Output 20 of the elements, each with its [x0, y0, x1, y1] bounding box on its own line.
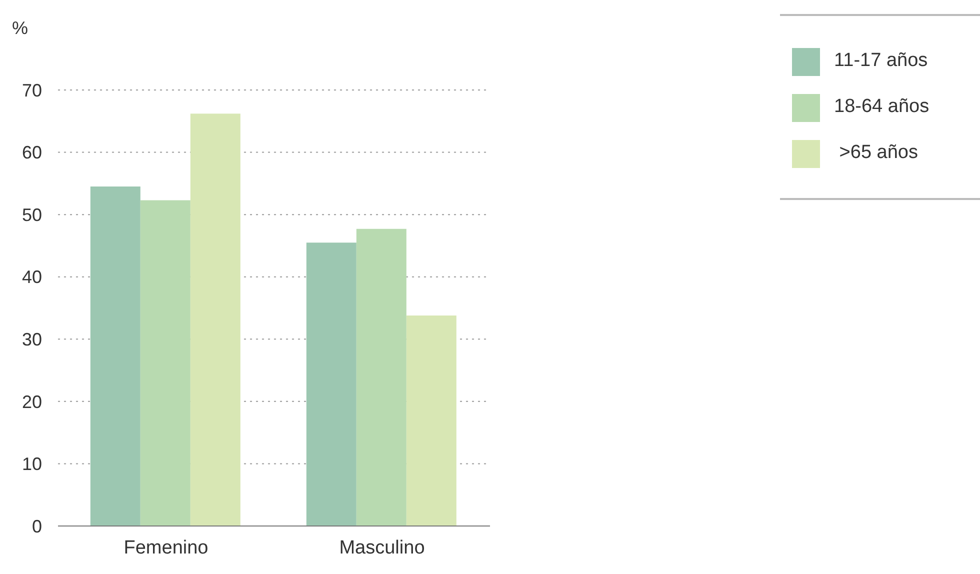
- bar: [190, 114, 240, 526]
- y-tick-label: 20: [22, 392, 42, 412]
- y-tick-label: 10: [22, 454, 42, 474]
- bar: [90, 186, 140, 526]
- bar: [140, 200, 190, 526]
- x-tick-label: Femenino: [124, 537, 208, 558]
- bar: [306, 242, 356, 526]
- y-tick-label: 0: [32, 516, 42, 536]
- y-tick-label: 30: [22, 330, 42, 350]
- legend-label: 11-17 años: [834, 50, 928, 71]
- y-tick-label: 60: [22, 142, 42, 163]
- y-tick-label: 50: [22, 204, 42, 225]
- y-tick-label: 40: [22, 267, 42, 288]
- legend-label: >65 años: [838, 142, 918, 163]
- bar: [406, 315, 456, 526]
- x-tick-label: Masculino: [339, 537, 425, 558]
- legend-label: 18-64 años: [834, 96, 930, 117]
- y-axis-title: %: [12, 18, 28, 39]
- bar: [356, 228, 406, 526]
- y-tick-label: 70: [22, 80, 42, 100]
